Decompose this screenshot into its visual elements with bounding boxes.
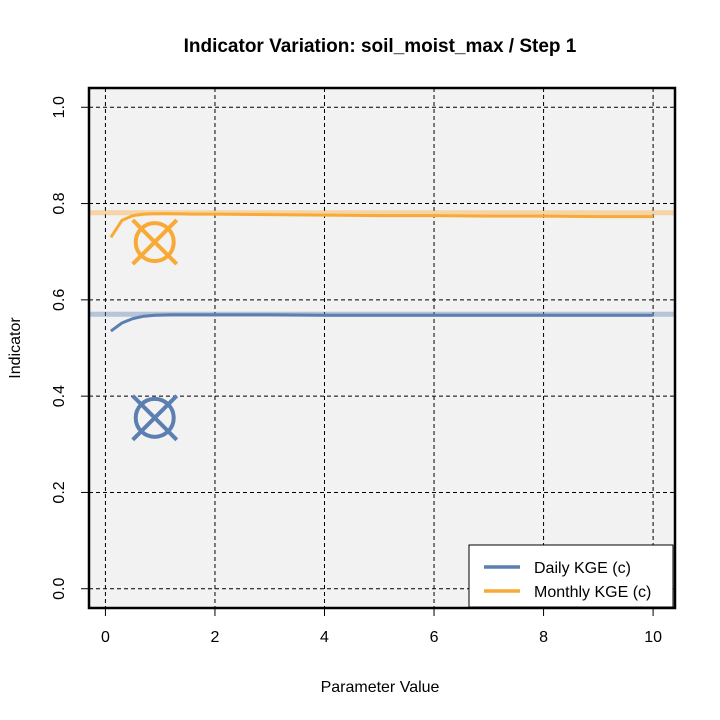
grid <box>89 88 675 608</box>
y-tick-label: 1.0 <box>51 96 68 118</box>
plot-background <box>89 88 675 608</box>
legend-label: Daily KGE (c) <box>534 560 631 577</box>
x-tick-label: 2 <box>211 629 220 646</box>
legend-box <box>468 544 674 608</box>
point-markers <box>131 218 179 442</box>
x-axis: 0 2 4 6 8 10 <box>101 608 662 646</box>
marker-cross <box>131 218 179 266</box>
x-tick-label: 8 <box>539 629 548 646</box>
x-tick-label: 0 <box>101 629 110 646</box>
y-tick-label: 0.6 <box>51 289 68 311</box>
x-tick-label: 6 <box>430 629 439 646</box>
y-tick-label: 0.8 <box>51 192 68 214</box>
marker-circle <box>133 396 176 439</box>
x-axis-label: Parameter Value <box>321 679 440 696</box>
marker-cross <box>131 394 179 442</box>
marker-daily-kge-c <box>131 394 179 442</box>
y-axis: 0.0 0.2 0.4 0.6 0.8 1.0 <box>51 96 89 600</box>
series-lines <box>109 212 654 333</box>
y-tick-label: 0.2 <box>51 481 68 503</box>
y-tick-label: 0.4 <box>51 385 68 407</box>
y-axis-label: Indicator <box>7 317 24 379</box>
marker-monthly-kge-c <box>131 218 179 266</box>
chart-title: Indicator Variation: soil_moist_max / St… <box>184 36 577 57</box>
legend-label: Monthly KGE (c) <box>534 584 651 601</box>
x-tick-label: 10 <box>644 629 662 646</box>
marker-circle <box>133 221 176 264</box>
plot-frame <box>87 86 677 610</box>
y-tick-label: 0.0 <box>51 578 68 600</box>
x-tick-label: 4 <box>320 629 329 646</box>
series-line-daily-kge-c <box>110 313 654 333</box>
series-line-monthly-kge-c <box>109 212 654 239</box>
legend: Daily KGE (c) Monthly KGE (c) <box>468 544 674 608</box>
